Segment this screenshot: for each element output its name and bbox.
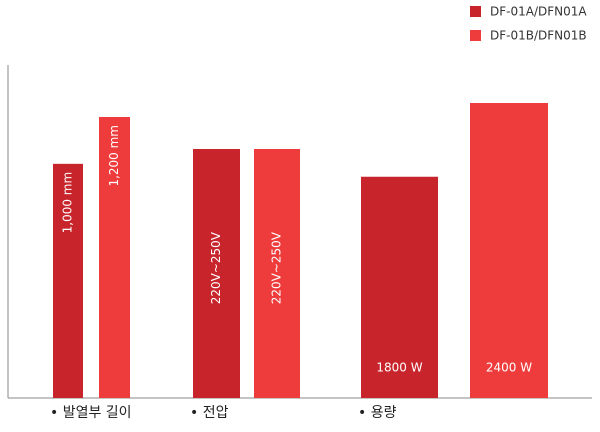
bar [193,149,240,398]
bar [53,163,83,398]
bar [99,117,130,398]
legend-swatch [470,6,481,17]
legend-label: DF-01A/DFN01A [490,5,587,19]
value-label: 1,200 mm [107,125,121,187]
value-label: 1,000 mm [61,172,75,234]
bar [470,103,548,398]
bar [254,149,300,398]
category-label: • 전압 [190,405,229,421]
value-label: 1800 W [376,361,422,375]
bar [361,176,438,398]
value-label: 2400 W [486,361,532,375]
legend-swatch [470,30,481,41]
category-label: • 용량 [358,405,397,421]
category-label: • 발열부 길이 [50,405,132,421]
legend-label: DF-01B/DFN01B [490,29,587,43]
value-label: 220V~250V [270,231,284,304]
value-label: 220V~250V [209,231,223,304]
